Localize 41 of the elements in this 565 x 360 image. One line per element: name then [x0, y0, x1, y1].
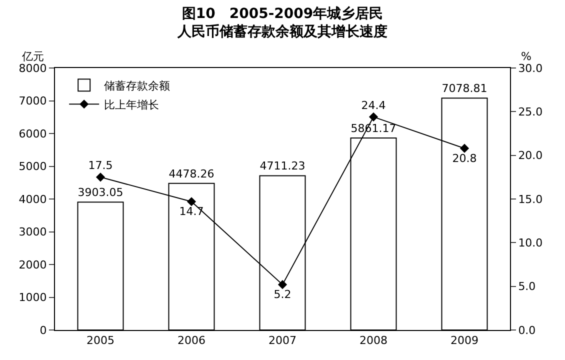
- chart-subtitle: 人民币储蓄存款余额及其增长速度: [176, 23, 388, 40]
- y-tick-label: 6000: [18, 127, 47, 140]
- data-label: 5.2: [274, 288, 292, 302]
- legend-label: 储蓄存款余额: [104, 79, 170, 92]
- y-tick-label: 0: [40, 324, 47, 337]
- y-tick-label: 1000: [18, 291, 47, 304]
- legend-label: 比上年增长: [104, 98, 160, 112]
- y-tick-label: 7000: [18, 94, 47, 108]
- y2-axis-title: %: [521, 50, 532, 63]
- data-label: 24.4: [361, 98, 386, 112]
- point: [278, 280, 288, 290]
- x-tick-label: 2007: [268, 334, 296, 348]
- y2-tick-label: 25.0: [518, 106, 543, 119]
- y2-tick-label: 30.0: [518, 62, 543, 75]
- y2-tick-label: 20.0: [518, 149, 543, 162]
- data-label: 7078.81: [442, 82, 488, 96]
- data-label: 4478.26: [168, 167, 214, 180]
- point: [460, 144, 470, 153]
- chart-title: 图10 2005-2009年城乡居民: [182, 5, 384, 22]
- y-tick-label: 5000: [18, 160, 47, 174]
- x-tick-label: 2008: [360, 334, 388, 348]
- data-label: 3903.05: [78, 186, 124, 200]
- x-tick-label: 2009: [450, 334, 478, 348]
- point: [186, 197, 196, 206]
- data-label: 20.8: [452, 152, 477, 165]
- data-label: 14.7: [179, 205, 204, 218]
- y2-tick-label: 0.0: [518, 324, 536, 337]
- y-tick-label: 3000: [18, 226, 47, 239]
- x-tick-label: 2006: [178, 334, 206, 348]
- y2-tick-label: 10.0: [518, 236, 543, 250]
- y-axis-title: 亿元: [21, 50, 44, 63]
- data-label: 17.5: [88, 159, 113, 172]
- data-label: 4711.23: [260, 160, 306, 173]
- y-tick-label: 4000: [18, 192, 47, 206]
- y2-tick-label: 15.0: [518, 192, 543, 206]
- x-tick-label: 2005: [86, 334, 114, 348]
- point: [96, 172, 106, 182]
- y-tick-label: 8000: [18, 62, 47, 75]
- y2-tick-label: 5.0: [518, 280, 536, 294]
- y-tick-label: 2000: [18, 258, 47, 272]
- point: [368, 112, 378, 122]
